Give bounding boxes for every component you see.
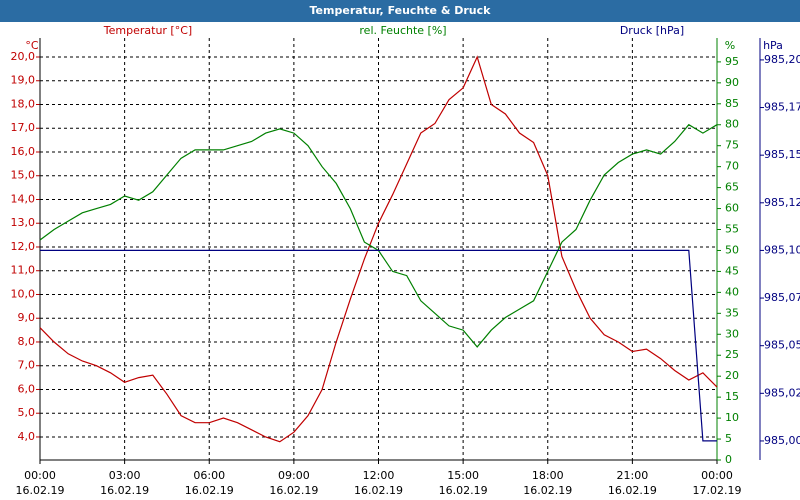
y3-tick-label: 985,12 xyxy=(764,196,800,209)
y2-tick-label: 40 xyxy=(725,285,739,298)
y3-axis-unit: hPa xyxy=(763,39,783,52)
x-tick-label: 09:00 xyxy=(278,469,310,482)
y2-tick-label: 90 xyxy=(725,76,739,89)
y2-tick-label: 95 xyxy=(725,55,739,68)
y-tick-label: 7,0 xyxy=(18,359,36,372)
y2-tick-label: 0 xyxy=(725,453,732,466)
y3-tick-label: 985,17 xyxy=(764,101,800,114)
y2-axis-unit: % xyxy=(725,39,735,52)
y-axis-unit: °C xyxy=(25,39,39,52)
legend-label: rel. Feuchte [%] xyxy=(359,24,446,37)
y3-tick-label: 985,10 xyxy=(764,243,800,256)
y-tick-label: 8,0 xyxy=(18,335,36,348)
y2-tick-label: 35 xyxy=(725,306,739,319)
y-tick-label: 5,0 xyxy=(18,406,36,419)
x-tick-label: 12:00 xyxy=(363,469,395,482)
title-bar xyxy=(0,0,800,22)
y2-tick-label: 55 xyxy=(725,223,739,236)
y-tick-label: 16,0 xyxy=(11,145,36,158)
y-tick-label: 15,0 xyxy=(11,169,36,182)
chart-title: Temperatur, Feuchte & Druck xyxy=(310,4,492,17)
x-tick-date: 16.02.19 xyxy=(439,484,488,497)
x-tick-label: 00:00 xyxy=(701,469,733,482)
y-tick-label: 4,0 xyxy=(18,430,36,443)
x-tick-label: 06:00 xyxy=(193,469,225,482)
x-tick-label: 15:00 xyxy=(447,469,479,482)
y-tick-label: 9,0 xyxy=(18,311,36,324)
y2-tick-label: 60 xyxy=(725,202,739,215)
y3-tick-label: 985,07 xyxy=(764,291,800,304)
legend-label: Temperatur [°C] xyxy=(103,24,192,37)
y2-tick-label: 15 xyxy=(725,390,739,403)
series-line xyxy=(39,55,718,443)
x-tick-label: 21:00 xyxy=(617,469,649,482)
y-tick-label: 12,0 xyxy=(11,240,36,253)
y-tick-label: 10,0 xyxy=(11,287,36,300)
x-tick-label: 00:00 xyxy=(24,469,56,482)
series-line xyxy=(40,249,717,442)
y-tick-label: 14,0 xyxy=(11,192,36,205)
y2-tick-label: 85 xyxy=(725,97,739,110)
x-tick-date: 16.02.19 xyxy=(354,484,403,497)
y2-tick-label: 5 xyxy=(725,432,732,445)
x-tick-date: 17.02.19 xyxy=(693,484,742,497)
y2-tick-label: 10 xyxy=(725,411,739,424)
x-tick-label: 03:00 xyxy=(109,469,141,482)
y3-tick-label: 985,00 xyxy=(764,434,800,447)
y-tick-label: 13,0 xyxy=(11,216,36,229)
x-tick-date: 16.02.19 xyxy=(185,484,234,497)
y2-tick-label: 25 xyxy=(725,348,739,361)
y2-tick-label: 65 xyxy=(725,181,739,194)
y2-tick-label: 70 xyxy=(725,160,739,173)
y2-tick-label: 75 xyxy=(725,139,739,152)
y2-tick-label: 20 xyxy=(725,369,739,382)
x-tick-date: 16.02.19 xyxy=(269,484,318,497)
y-tick-label: 20,0 xyxy=(11,50,36,63)
y-tick-label: 18,0 xyxy=(11,97,36,110)
y2-tick-label: 30 xyxy=(725,327,739,340)
y2-tick-label: 80 xyxy=(725,118,739,131)
x-tick-date: 16.02.19 xyxy=(16,484,65,497)
x-tick-label: 18:00 xyxy=(532,469,564,482)
y-tick-label: 17,0 xyxy=(11,121,36,134)
x-tick-date: 16.02.19 xyxy=(608,484,657,497)
y3-tick-label: 985,02 xyxy=(764,386,800,399)
x-tick-date: 16.02.19 xyxy=(523,484,572,497)
y-tick-label: 6,0 xyxy=(18,382,36,395)
y3-tick-label: 985,15 xyxy=(764,148,800,161)
y2-tick-label: 50 xyxy=(725,243,739,256)
y-tick-label: 19,0 xyxy=(11,74,36,87)
x-tick-date: 16.02.19 xyxy=(100,484,149,497)
y2-tick-label: 45 xyxy=(725,264,739,277)
y3-tick-label: 985,05 xyxy=(764,339,800,352)
y-tick-label: 11,0 xyxy=(11,264,36,277)
y3-tick-label: 985,20 xyxy=(764,53,800,66)
legend-label: Druck [hPa] xyxy=(620,24,684,37)
